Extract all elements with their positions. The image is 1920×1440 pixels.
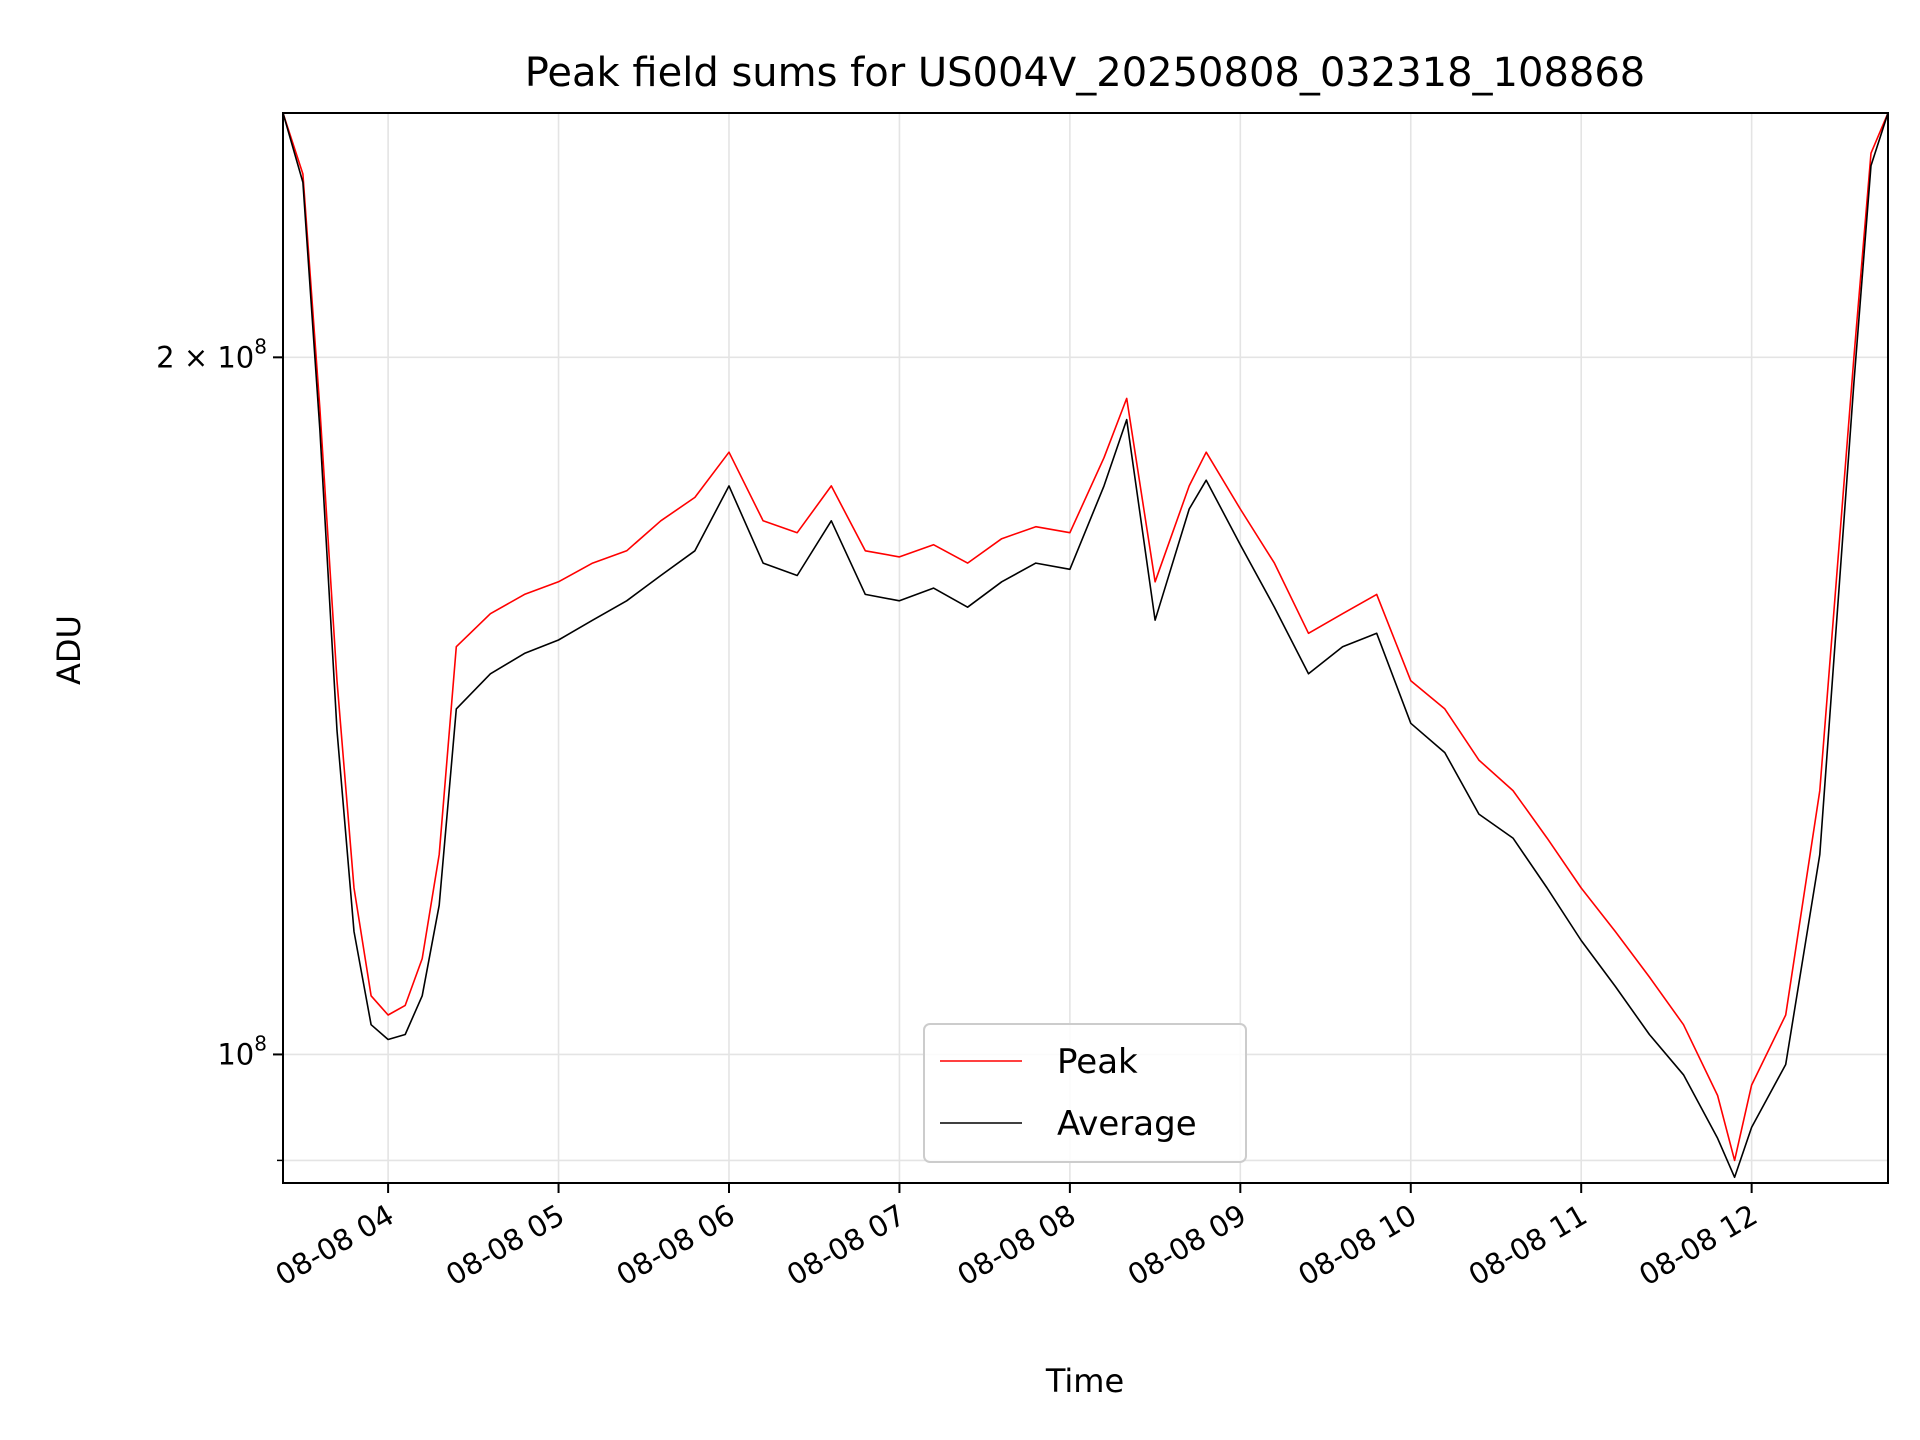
series-line-peak [282,112,1889,1162]
y-axis-title: ADU [50,615,88,685]
y-tick-label: 108 [217,1031,267,1071]
grid [283,113,1888,1183]
legend-box [923,1023,1247,1163]
legend-label-average: Average [1057,1104,1197,1144]
chart-title: Peak field sums for US004V_20250808_0323… [525,50,1646,96]
x-axis-title: Time [1045,1362,1124,1400]
y-tick-label: 2 × 108 [156,334,267,374]
y-axis: 108 2 × 108 [156,334,283,1162]
plot-frame [282,112,1889,1184]
legend-label-peak: Peak [1057,1042,1138,1082]
series-line-average [282,112,1889,1179]
legend: Peak Average [923,1023,1247,1163]
series-lines [282,112,1889,1179]
